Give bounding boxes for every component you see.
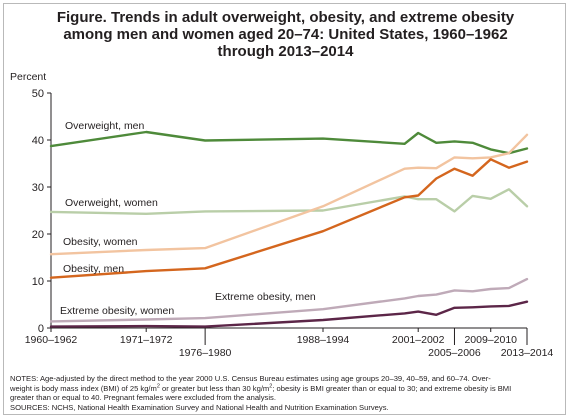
superscript-2b: 2 bbox=[269, 383, 273, 390]
series-line-obesity-men bbox=[49, 158, 529, 279]
series-line-extreme-obesity-men bbox=[49, 300, 529, 328]
x-tick-label: 2013–2014 bbox=[501, 347, 554, 359]
title-line-3: through 2013–2014 bbox=[217, 43, 354, 60]
series-annotations: Overweight, men Overweight, women Obesit… bbox=[60, 120, 316, 317]
annotation-obesity-men: Obesity, men bbox=[63, 263, 124, 275]
series-line-overweight-women bbox=[49, 188, 529, 216]
y-tick-label: 40 bbox=[32, 135, 44, 147]
x-tick-label: 1976–1980 bbox=[179, 347, 232, 359]
annotation-overweight-women: Overweight, women bbox=[65, 197, 158, 209]
annotation-extreme-obesity-men: Extreme obesity, men bbox=[215, 291, 316, 303]
x-tick-label: 1988–1994 bbox=[297, 334, 350, 346]
x-tick-label: 2009–2010 bbox=[464, 334, 517, 346]
x-tick-label: 2001–2002 bbox=[392, 334, 445, 346]
title-line-1: Figure. Trends in adult overweight, obes… bbox=[56, 9, 515, 26]
annotation-extreme-obesity-women: Extreme obesity, women bbox=[60, 305, 174, 317]
series-line-overweight-men bbox=[49, 130, 529, 155]
y-axis: 0 10 20 30 40 50 bbox=[32, 88, 52, 335]
notes-line-3: greater than or equal to 40. Pregnant fe… bbox=[10, 393, 276, 403]
series-line-extreme-obesity-women bbox=[49, 277, 529, 323]
y-tick-label: 30 bbox=[32, 182, 44, 194]
notes-line-2a: weight is body mass index (BMI) of 25 kg… bbox=[10, 383, 157, 393]
x-tick-label: 1960–1962 bbox=[25, 334, 78, 346]
annotation-obesity-women: Obesity, women bbox=[63, 236, 138, 248]
y-tick-label: 10 bbox=[32, 276, 44, 288]
notes-line-4: SOURCES: NCHS, National Health Examinati… bbox=[10, 402, 389, 412]
figure-notes: NOTES: Age-adjusted by the direct method… bbox=[10, 374, 561, 412]
series-line-obesity-women bbox=[49, 133, 529, 256]
notes-line-1: NOTES: Age-adjusted by the direct method… bbox=[10, 374, 491, 383]
series-lines bbox=[49, 130, 529, 328]
y-tick-label: 20 bbox=[32, 229, 44, 241]
superscript-2a: 2 bbox=[156, 383, 160, 390]
notes-line-2: weight is body mass index (BMI) of 25 kg… bbox=[10, 383, 561, 394]
y-tick-label: 50 bbox=[32, 88, 44, 100]
y-tick-label: 0 bbox=[38, 323, 44, 335]
x-tick-label: 1971–1972 bbox=[120, 334, 173, 346]
figure-frame bbox=[3, 3, 566, 415]
x-tick-label: 2005–2006 bbox=[428, 347, 481, 359]
figure-title: Figure. Trends in adult overweight, obes… bbox=[10, 9, 561, 60]
x-axis: 1960–1962 1971–1972 1976–1980 1988–1994 2001… bbox=[25, 327, 554, 359]
notes-line-2b: or greater but less than 30 kg/m bbox=[159, 383, 270, 393]
title-line-2: among men and women aged 20–74: United S… bbox=[63, 26, 508, 43]
notes-line-2c: ; obesity is BMI greater than or equal t… bbox=[272, 383, 512, 393]
annotation-overweight-men: Overweight, men bbox=[65, 120, 145, 132]
y-axis-label: Percent bbox=[10, 71, 46, 83]
